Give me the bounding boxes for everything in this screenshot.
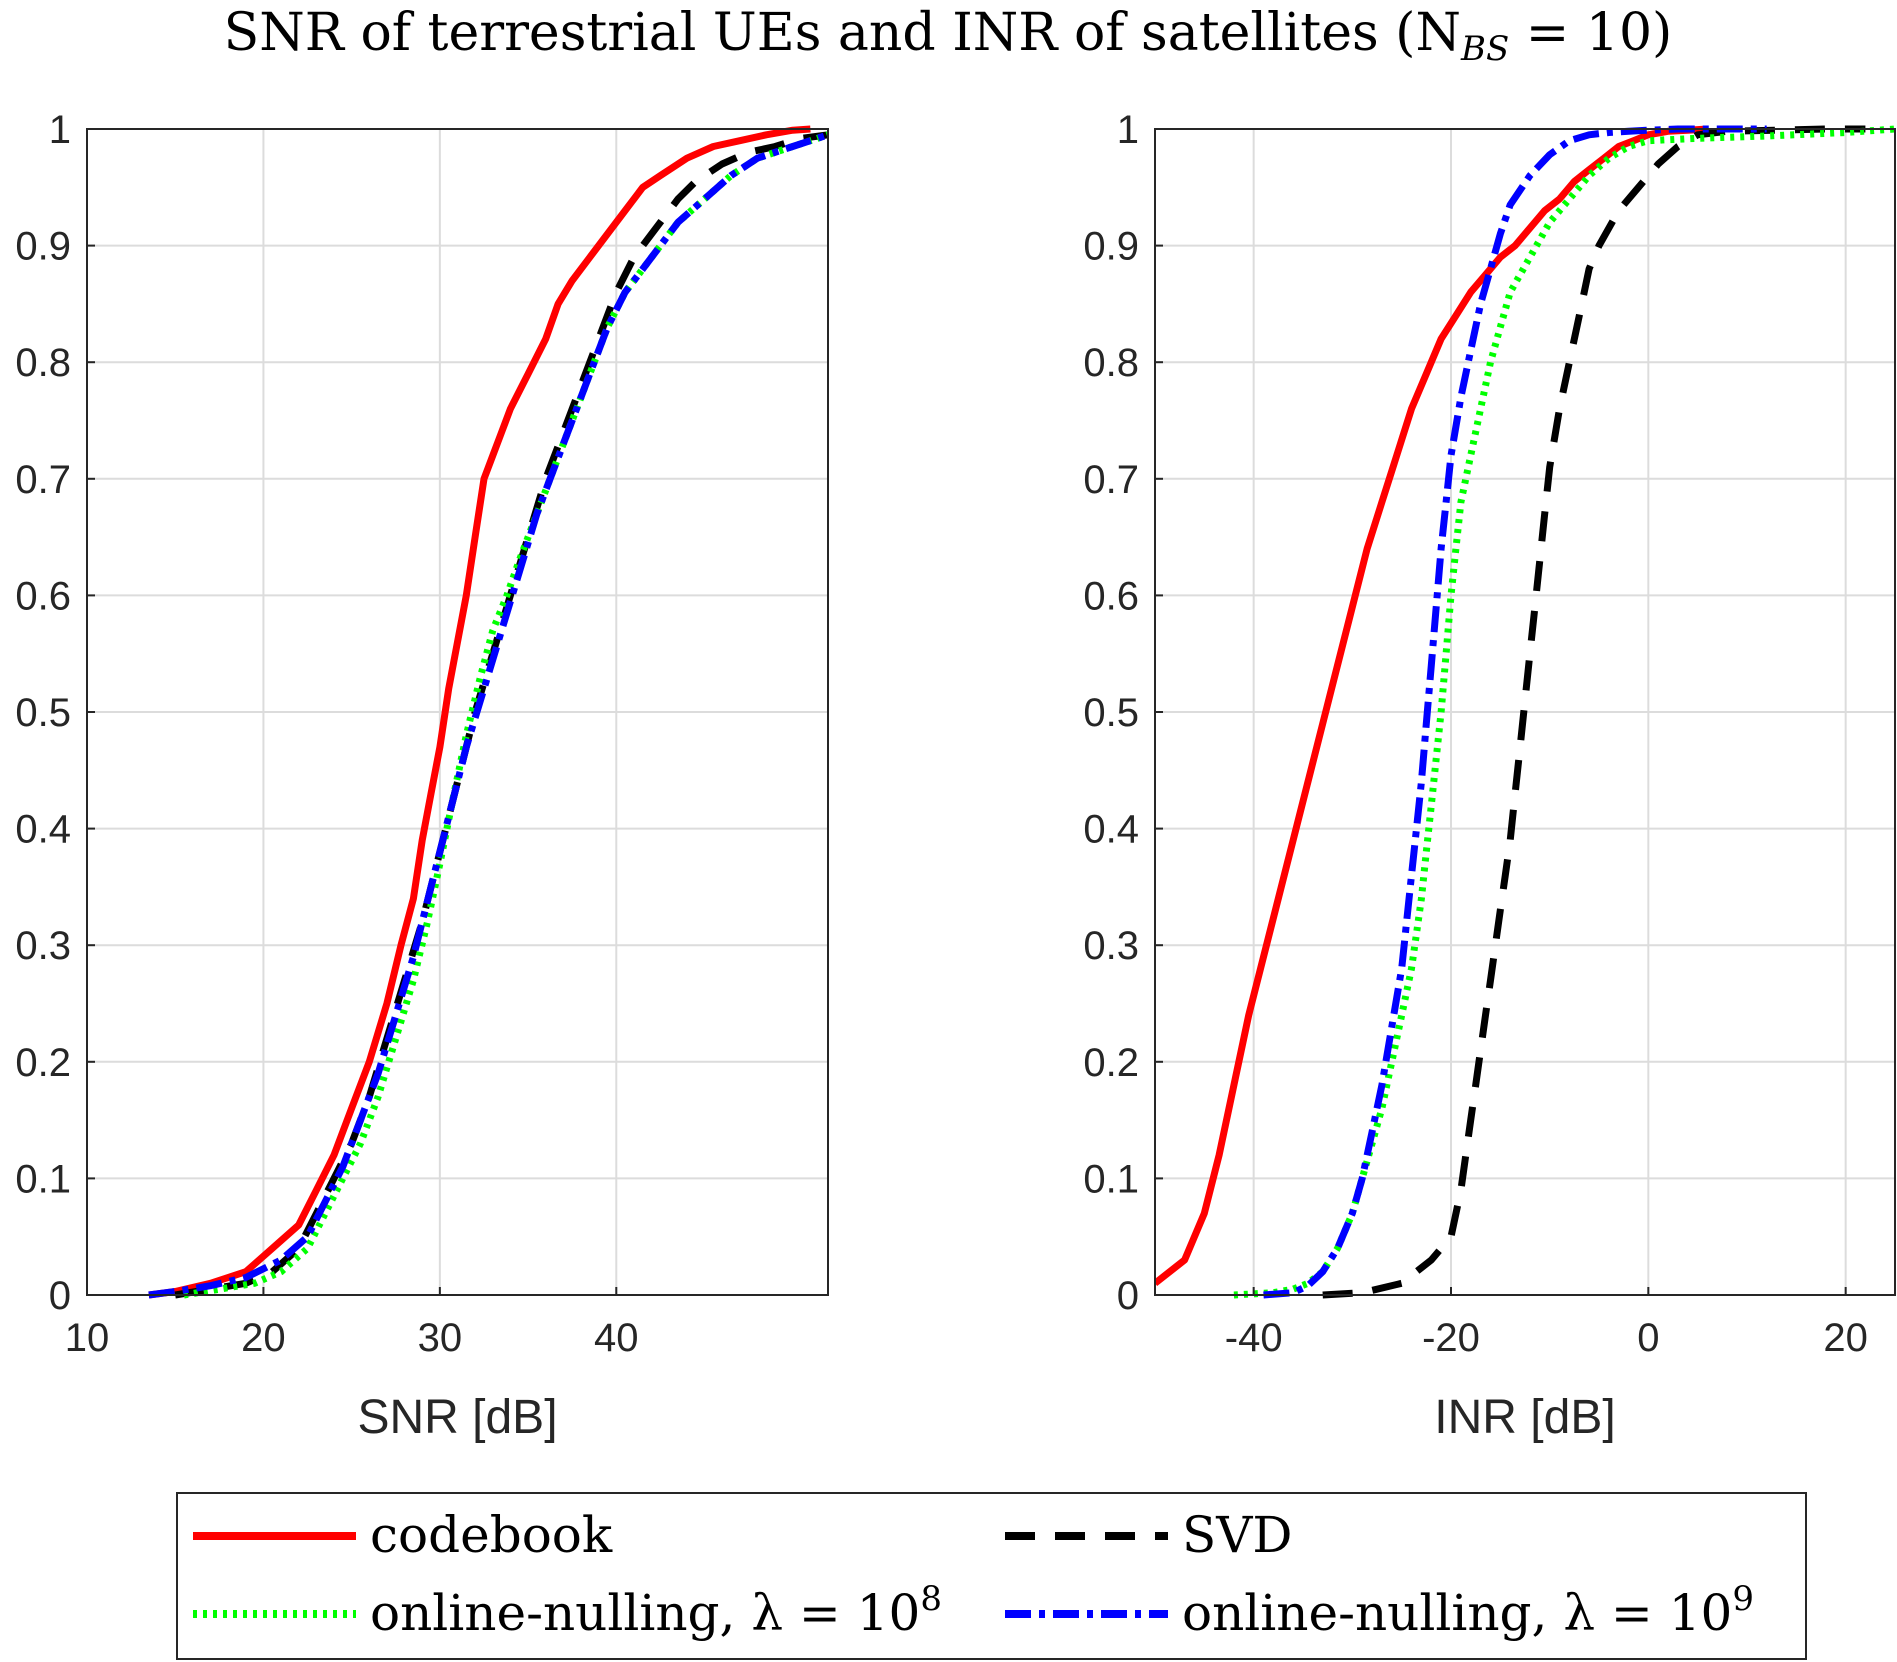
- online-nulling-1e9-line: [1263, 125, 1767, 1299]
- y-tick-label: 0.1: [15, 1157, 71, 1201]
- legend-box: [176, 1492, 1807, 1660]
- legend-label-online-nulling-1e8-sup: 8: [920, 1579, 942, 1619]
- svd-line: [174, 131, 828, 1299]
- legend-label-svd: SVD: [1182, 1506, 1292, 1564]
- y-tick-label: 0.5: [15, 691, 71, 735]
- snr-cdf-chart: 10 20 30 40 0 0.1 0.2 0.3 0.4 0.5 0.6 0.7 0.8 0.9 1 SNR…: [15, 108, 829, 1444]
- x-tick-label: -20: [1422, 1316, 1480, 1360]
- online-nulling-1e8-line: [183, 131, 828, 1299]
- codebook-line: [148, 125, 811, 1299]
- x-tick-label: 10: [65, 1316, 110, 1360]
- y-tick-label: 0.6: [1083, 574, 1139, 618]
- figure-title-subscript: BS: [1460, 29, 1509, 69]
- x-tick-label: 20: [241, 1316, 286, 1360]
- y-tick-label: 0.9: [15, 225, 71, 269]
- y-tick-label: 0.9: [1083, 225, 1139, 269]
- legend-label-online-nulling-1e9-sup: 9: [1732, 1579, 1754, 1619]
- x-tick-label: 40: [594, 1316, 639, 1360]
- svd-line: [1322, 125, 1866, 1299]
- y-tick-label: 0.7: [15, 458, 71, 502]
- y-tick-label: 1: [1117, 108, 1139, 152]
- y-tick-label: 0.1: [1083, 1157, 1139, 1201]
- x-axis-label: SNR [dB]: [357, 1391, 557, 1444]
- x-tick-label: -40: [1225, 1316, 1283, 1360]
- legend-label-online-nulling-1e9: online-nulling, λ = 109: [1182, 1579, 1754, 1642]
- y-tick-label: 0.5: [1083, 691, 1139, 735]
- x-tick-label: 30: [418, 1316, 463, 1360]
- y-tick-label: 0.2: [15, 1041, 71, 1085]
- legend-label-codebook: codebook: [370, 1506, 613, 1564]
- figure-title-main: SNR of terrestrial UEs and INR of satell…: [224, 3, 1461, 63]
- y-tick-label: 0: [49, 1274, 71, 1318]
- legend: codebook SVD online-nulling, λ = 108 onl…: [176, 1492, 1807, 1660]
- x-axis-label: INR [dB]: [1434, 1391, 1615, 1444]
- online-nulling-1e9-line: [148, 131, 828, 1299]
- legend-label-online-nulling-1e8: online-nulling, λ = 108: [370, 1579, 942, 1642]
- y-tick-label: 0.8: [15, 341, 71, 385]
- inr-cdf-chart: -40 -20 0 20 0 0.1 0.2 0.3 0.4 0.5 0.6 0.7 0.8 0.9 1 IN…: [1083, 108, 1896, 1444]
- y-tick-label: 0.2: [1083, 1041, 1139, 1085]
- figure-title: SNR of terrestrial UEs and INR of satell…: [224, 3, 1673, 69]
- y-tick-label: 0.6: [15, 574, 71, 618]
- y-tick-label: 0.3: [15, 924, 71, 968]
- legend-label-online-nulling-1e8-main: online-nulling, λ = 10: [370, 1584, 920, 1642]
- figure-title-tail: = 10): [1509, 3, 1672, 63]
- legend-label-online-nulling-1e9-main: online-nulling, λ = 10: [1182, 1584, 1732, 1642]
- y-tick-label: 1: [49, 108, 71, 152]
- y-tick-label: 0.7: [1083, 458, 1139, 502]
- y-tick-label: 0.4: [1083, 808, 1139, 852]
- x-tick-label: 0: [1637, 1316, 1659, 1360]
- x-tick-label: 20: [1823, 1316, 1868, 1360]
- y-tick-label: 0.3: [1083, 924, 1139, 968]
- y-tick-label: 0.8: [1083, 341, 1139, 385]
- y-tick-label: 0.4: [15, 808, 71, 852]
- y-tick-label: 0: [1117, 1274, 1139, 1318]
